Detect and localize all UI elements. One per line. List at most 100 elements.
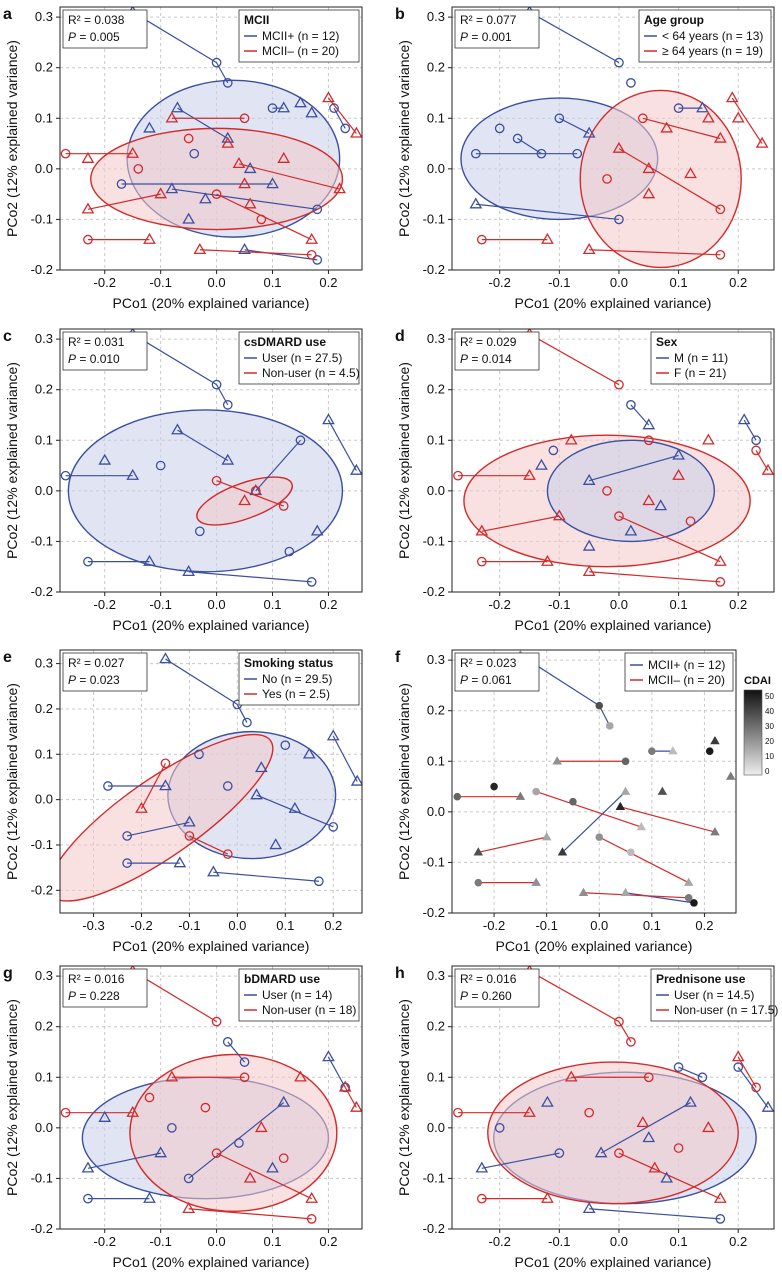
data-point-triangle: [624, 524, 638, 536]
y-tick-label: 0.3: [35, 9, 53, 24]
data-point-triangle: [636, 822, 647, 831]
data-point-triangle: [143, 232, 156, 244]
y-tick-label: 0.1: [427, 110, 445, 125]
data-point-triangle: [182, 212, 195, 224]
legend-title: Prednisone use: [656, 972, 746, 986]
data-point-triangle: [159, 779, 172, 791]
data-point-circle: [476, 556, 487, 567]
y-tick-label: 0.0: [35, 792, 53, 807]
y-tick-label: 0.1: [427, 753, 445, 768]
data-point-triangle: [165, 111, 179, 123]
data-point-circle: [312, 255, 323, 265]
panel-c: -0.2 -0.1 0.0 0.1 0.2 -0.2 -0.1 0.0 0.1 0.2 0.3 PCo…: [3, 328, 363, 633]
data-point-circle: [122, 831, 132, 841]
x-axis-label: PCo1 (20% explained variance): [113, 617, 310, 633]
paired-sample-line: [625, 892, 695, 904]
data-point-triangle: [702, 433, 715, 445]
paired-sample-line: [216, 384, 229, 406]
data-point-triangle: [322, 1050, 335, 1062]
data-point-triangle: [761, 463, 774, 475]
y-tick-label: 0.1: [427, 1069, 445, 1084]
data-point-circle: [329, 103, 339, 114]
plot-frame: [451, 328, 775, 593]
plot-area: [460, 7, 769, 269]
panel-letter: g: [3, 965, 13, 982]
panel-letter: b: [395, 6, 405, 23]
paired-sample-line: [598, 836, 689, 884]
data-point-circle: [83, 234, 93, 245]
confidence-ellipse-blue: [67, 409, 344, 573]
data-point-triangle: [269, 838, 283, 850]
data-point-circle: [239, 113, 250, 124]
paired-sample-line: [188, 1208, 312, 1220]
paired-sample-line: [620, 806, 716, 833]
data-point-triangle: [564, 1070, 578, 1082]
legend-entry: Non-user (n = 18): [262, 1003, 356, 1017]
colorbar-tick-label: 10: [765, 752, 774, 761]
data-point-circle: [295, 435, 306, 446]
x-tick-label: 0.2: [324, 918, 342, 933]
data-point-triangle: [713, 131, 727, 143]
data-point-circle: [673, 1062, 684, 1073]
paired-sample-line: [327, 97, 357, 134]
y-tick-label: 0.3: [427, 9, 445, 24]
colorbar-tick-label: 20: [765, 737, 774, 746]
y-axis-label: PCo2 (12% explained variance): [396, 999, 412, 1196]
data-point-circle: [536, 148, 547, 159]
data-point-triangle: [143, 121, 156, 133]
data-point-triangle: [731, 1050, 745, 1062]
data-point-circle: [626, 1037, 636, 1047]
stats-box-frame: [62, 9, 148, 49]
data-point-circle: [494, 123, 505, 134]
panel-g: -0.2 -0.1 0.0 0.1 0.2 -0.2 -0.1 0.0 0.1 0.2 0.3 PCo…: [3, 965, 363, 1270]
data-point-triangle: [350, 774, 362, 786]
data-point-circle: [614, 1148, 624, 1158]
data-point-circle: [239, 1057, 250, 1067]
data-point-triangle: [171, 101, 184, 113]
paired-sample-line: [199, 249, 312, 256]
data-point-triangle: [564, 433, 578, 445]
data-point-triangle: [266, 1161, 279, 1173]
data-point-triangle: [221, 131, 235, 143]
x-tick-label: 0.2: [729, 275, 747, 290]
data-point-circle: [250, 485, 261, 496]
colorbar-tick-label: 40: [765, 707, 774, 716]
x-axis-label: PCo1 (20% explained variance): [113, 295, 310, 311]
legend-frame: [638, 9, 772, 63]
panel-f: -0.2 -0.1 0.0 0.1 0.2 -0.2 -0.1 0.0 0.1 0.2 0.3 PCo…: [395, 649, 774, 954]
data-point-triangle: [98, 1110, 112, 1122]
x-tick-label: 0.1: [643, 918, 661, 933]
plot-frame: [451, 965, 775, 1230]
data-point-triangle: [620, 786, 631, 795]
data-point-triangle: [582, 564, 596, 576]
x-tick-label: -0.2: [94, 597, 116, 612]
data-point-triangle: [266, 177, 279, 189]
paired-sample-line: [216, 62, 229, 84]
data-point-triangle: [350, 126, 362, 138]
x-tick-label: 0.0: [590, 918, 608, 933]
data-point-triangle: [642, 418, 656, 430]
data-point-triangle: [696, 101, 709, 113]
legend-entry: No (n = 29.5): [262, 672, 332, 686]
data-point-circle: [211, 475, 222, 486]
data-point-triangle: [305, 106, 319, 118]
x-tick-label: 0.0: [610, 597, 628, 612]
data-point-circle: [211, 379, 222, 390]
panel-a: -0.2 -0.1 0.0 0.1 0.2 -0.2 -0.1 0.0 0.1 0.2 0.3 PCo…: [3, 6, 363, 311]
confidence-ellipse-red: [90, 127, 344, 231]
data-point-circle: [155, 460, 166, 471]
stats-box: R² = 0.029 P = 0.014: [454, 331, 540, 371]
data-point-circle: [474, 878, 483, 887]
data-point-circle: [648, 747, 656, 755]
y-tick-label: 0.1: [427, 432, 445, 447]
paired-sample-line: [589, 571, 721, 583]
paired-sample-line: [238, 163, 340, 190]
data-point-circle: [278, 1153, 289, 1164]
y-tick-label: 0.2: [427, 382, 445, 397]
data-point-triangle: [199, 192, 212, 204]
data-point-circle: [684, 894, 693, 902]
data-point-triangle: [333, 182, 346, 194]
legend: csDMARD use User (n = 27.5)Non-user (n = …: [238, 331, 360, 385]
paired-sample-line: [600, 1102, 691, 1154]
data-point-triangle: [277, 101, 291, 113]
